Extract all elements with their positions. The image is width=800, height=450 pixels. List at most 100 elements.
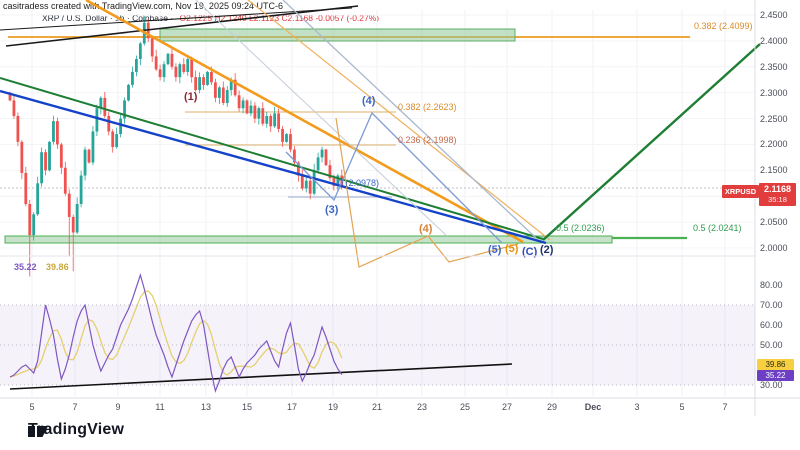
candle-body	[293, 149, 296, 163]
candle-body	[202, 77, 205, 85]
attribution-text: casitradess created with TradingView.com…	[3, 1, 283, 11]
candle-body	[269, 115, 273, 127]
candle-body	[253, 105, 257, 119]
fib-label: 0.5 (2.0236)	[556, 223, 605, 233]
candle-body	[95, 108, 99, 132]
price-tick-label: 2.4000	[760, 35, 788, 46]
candle-body	[59, 144, 63, 168]
candle-body	[273, 113, 277, 127]
orange-trendline	[85, 0, 524, 244]
time-tick-label: 13	[200, 402, 211, 412]
candle-body	[237, 95, 241, 109]
rsi-tick-label: 50.00	[760, 340, 783, 350]
rsi-tick-label: 70.00	[760, 300, 783, 310]
candle-body	[119, 118, 122, 135]
black-trendline-upper-2	[0, 7, 353, 31]
time-tick-label: 21	[371, 402, 382, 412]
price-tick-label: 2.1500	[760, 165, 788, 176]
candle-body	[190, 59, 194, 78]
symbol-price-tag: XRPUSD	[722, 185, 759, 198]
price-tick-label: 2.4500	[760, 9, 788, 20]
candle-body	[257, 108, 261, 119]
price-tick-label: 2.3500	[760, 61, 788, 72]
black-trendline-upper	[5, 5, 359, 47]
candle-body	[249, 105, 253, 114]
candle-body	[316, 157, 320, 171]
supply-zone	[159, 28, 516, 42]
rsi-pane-legend[interactable]: 35.22 39.86	[14, 262, 69, 272]
candle-body	[75, 203, 79, 233]
price-tick-label: 2.3000	[760, 87, 788, 98]
candle-body	[289, 134, 292, 150]
candle-body	[277, 113, 280, 129]
rsi-trendline	[9, 363, 513, 390]
candle-body	[241, 100, 245, 109]
time-tick-label: 23	[416, 402, 427, 412]
wave-label: (2)	[540, 244, 554, 256]
wave-label: (5)	[505, 243, 519, 255]
candle-body	[107, 115, 111, 132]
candle-body	[44, 152, 47, 171]
time-tick-label: 3	[634, 402, 640, 412]
candle-body	[308, 180, 312, 194]
candle-body	[16, 115, 20, 142]
candle-body	[154, 56, 158, 70]
candle-body	[71, 216, 75, 233]
candle-body	[225, 90, 229, 104]
fib-label: 0.382 (2.4099)	[694, 21, 753, 31]
candle-body	[186, 59, 190, 72]
candle-body	[217, 87, 221, 98]
time-tick-label: 5	[679, 402, 685, 412]
candle-body	[12, 100, 16, 116]
orange-trendline-thin	[247, 0, 551, 241]
candle-body	[170, 53, 174, 67]
candle-body	[198, 77, 201, 91]
tradingview-logo-text: TradingView	[28, 421, 125, 438]
candle-body	[123, 100, 126, 119]
last-price-tag: 2.1168 35:18	[759, 183, 796, 206]
candle-body	[194, 77, 198, 91]
candle-body	[281, 128, 284, 142]
chart-legend[interactable]: XRP / U.S. Dollar · 1h · Coinbase · O2.1…	[42, 13, 379, 23]
blue-channel-line	[0, 89, 547, 245]
candle-body	[111, 131, 115, 148]
candle-body	[87, 149, 91, 163]
candle-body	[52, 121, 55, 142]
tradingview-logo[interactable]: TradingView	[28, 421, 124, 439]
price-axis[interactable]: 2.4500 2.4000 2.3500 2.3000 2.2500 2.2000 2.15…	[755, 0, 800, 416]
rsi-band	[0, 305, 755, 385]
time-tick-label: 29	[546, 402, 557, 412]
rsi-value-tag: 35.22	[757, 370, 794, 381]
candle-body	[162, 64, 166, 78]
blue-wave-zigzag	[285, 111, 503, 244]
candle-body	[221, 87, 225, 104]
candle-body	[8, 92, 12, 101]
candle-body	[28, 203, 32, 236]
candle-body	[210, 71, 213, 83]
time-axis[interactable]: 5 7 9 11 13 15 17 19 21 23 25 27 29 Dec 3 5 7	[0, 398, 800, 416]
candle-body	[91, 131, 95, 163]
rsi-ma-tag: 39.86	[757, 359, 794, 370]
time-tick-label: 7	[722, 402, 728, 412]
price-tick-label: 2.2000	[760, 139, 788, 150]
fib-label: 0 (2.0978)	[338, 178, 379, 188]
candle-body	[336, 175, 340, 186]
candle-body	[178, 64, 182, 78]
rsi-tick-label: 80.00	[760, 280, 783, 290]
rsi-legend-value: 35.22	[14, 262, 37, 272]
price-tick-label: 2.0500	[760, 217, 788, 228]
time-tick-label: 7	[72, 402, 78, 412]
candle-body	[48, 141, 51, 171]
candle-body	[261, 108, 265, 124]
rsi-tick-label: 60.00	[760, 320, 783, 330]
time-tick-label: Dec	[584, 402, 602, 412]
candle-body	[135, 59, 138, 72]
rsi-tick-label: 30.00	[760, 380, 783, 390]
fib-label: 0.5 (2.0241)	[693, 223, 742, 233]
candle-body	[245, 100, 249, 114]
fib-label: 0.236 (2.1998)	[398, 135, 457, 145]
fib-label: 0.382 (2.2623)	[398, 102, 457, 112]
candle-body	[103, 97, 107, 116]
candle-body	[328, 165, 332, 179]
